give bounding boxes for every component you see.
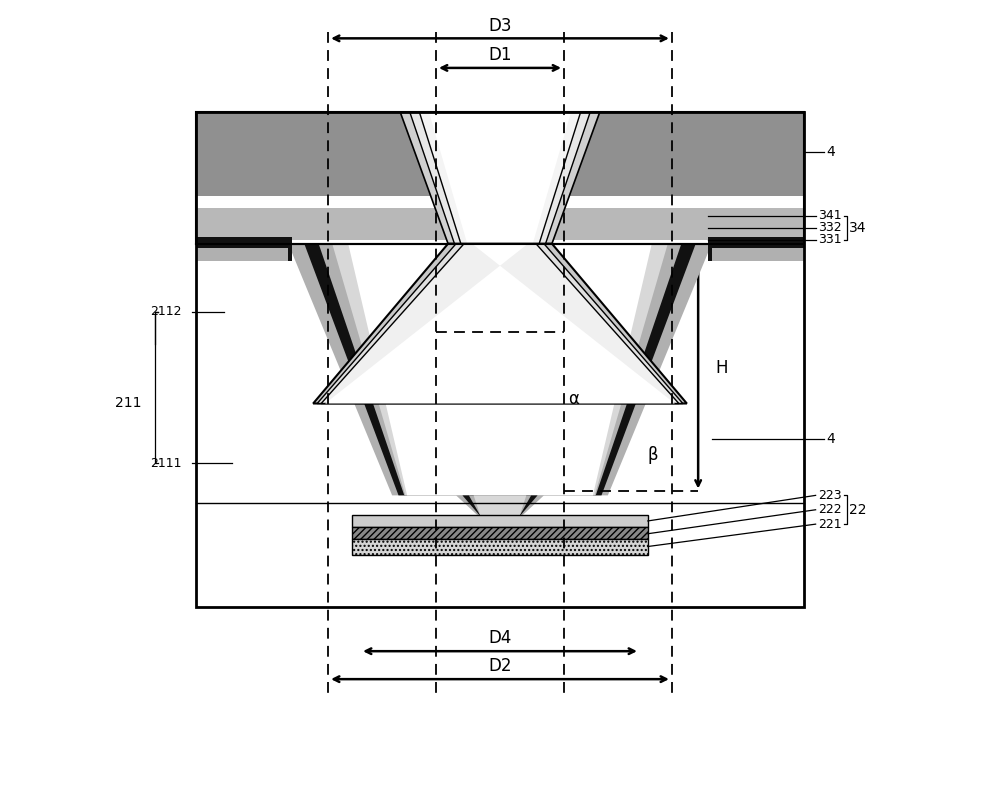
Polygon shape [196,244,804,503]
Polygon shape [325,244,675,403]
Polygon shape [348,244,652,495]
Text: 2112: 2112 [150,305,182,318]
Text: D3: D3 [488,17,512,34]
Polygon shape [196,237,292,261]
Text: 223: 223 [818,489,842,502]
Polygon shape [469,495,531,515]
Polygon shape [410,112,590,244]
Text: D1: D1 [488,46,512,64]
Polygon shape [712,261,804,503]
Polygon shape [462,495,538,515]
Polygon shape [196,261,288,503]
Polygon shape [352,539,648,555]
Polygon shape [319,244,681,495]
Polygon shape [352,527,648,539]
Text: 4: 4 [826,145,835,159]
Polygon shape [321,244,679,403]
Polygon shape [313,244,687,403]
Polygon shape [288,244,712,495]
Text: α: α [568,391,579,408]
Polygon shape [708,237,804,261]
Polygon shape [352,515,648,527]
Text: 332: 332 [818,221,842,234]
Polygon shape [400,112,600,244]
Text: 331: 331 [818,233,842,246]
Text: 221: 221 [818,518,842,531]
Text: H: H [716,359,728,376]
Polygon shape [429,112,571,244]
Polygon shape [196,248,288,261]
Text: D4: D4 [488,630,512,647]
Text: D2: D2 [488,658,512,675]
Polygon shape [196,112,804,196]
Polygon shape [400,112,600,244]
Polygon shape [196,208,804,240]
Polygon shape [712,248,804,261]
Text: 222: 222 [818,503,842,516]
Text: 341: 341 [818,209,842,222]
Polygon shape [419,112,581,244]
Text: β: β [648,447,658,464]
Polygon shape [317,244,683,403]
Text: 211: 211 [115,396,141,411]
Polygon shape [456,495,544,515]
Text: 34: 34 [849,221,867,235]
Text: 22: 22 [849,503,867,517]
Polygon shape [304,244,696,495]
Polygon shape [474,495,526,515]
Text: 2111: 2111 [150,457,182,470]
Text: 4: 4 [826,432,835,447]
Polygon shape [332,244,668,495]
